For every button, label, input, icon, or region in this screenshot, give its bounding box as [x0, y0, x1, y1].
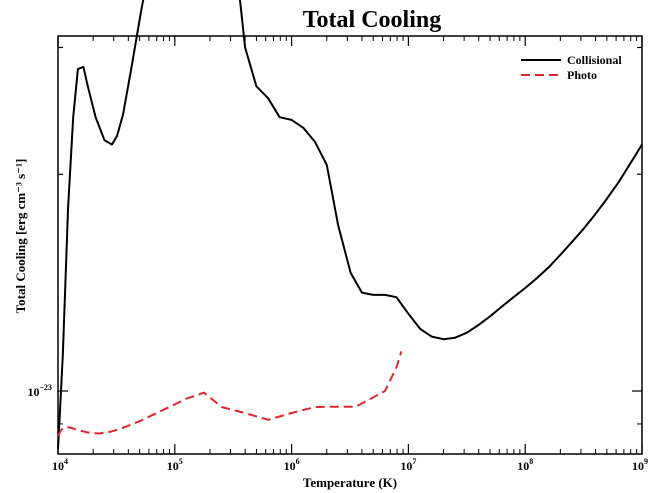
y-axis-label: Total Cooling [erg cm⁻³ s⁻¹]: [13, 159, 28, 314]
x-tick-label: 108: [517, 457, 533, 473]
x-tick-label: 107: [400, 457, 416, 473]
plot-frame: [58, 36, 642, 454]
x-axis-ticks: [58, 36, 642, 454]
x-axis-label: Temperature (K): [303, 475, 397, 490]
y-axis-ticks: [58, 47, 642, 423]
x-tick-label: 105: [167, 457, 183, 473]
series-layer: [58, 0, 642, 449]
x-tick-label: 109: [632, 457, 648, 473]
legend-label-photo: Photo: [567, 68, 597, 82]
x-axis-tick-labels: 104 105 106 107 108 109: [52, 457, 648, 473]
series-line-photo: [58, 351, 401, 436]
y-tick-base: 10: [27, 385, 39, 399]
legend: Collisional Photo: [521, 53, 622, 82]
chart-title: Total Cooling: [303, 7, 441, 33]
x-tick-label: 104: [52, 457, 68, 473]
y-tick-exponent: −23: [39, 383, 52, 392]
legend-label-collisional: Collisional: [567, 53, 622, 67]
y-tick-label: 10−23: [27, 383, 52, 399]
series-line-collisional: [58, 0, 642, 449]
x-tick-label: 106: [284, 457, 300, 473]
